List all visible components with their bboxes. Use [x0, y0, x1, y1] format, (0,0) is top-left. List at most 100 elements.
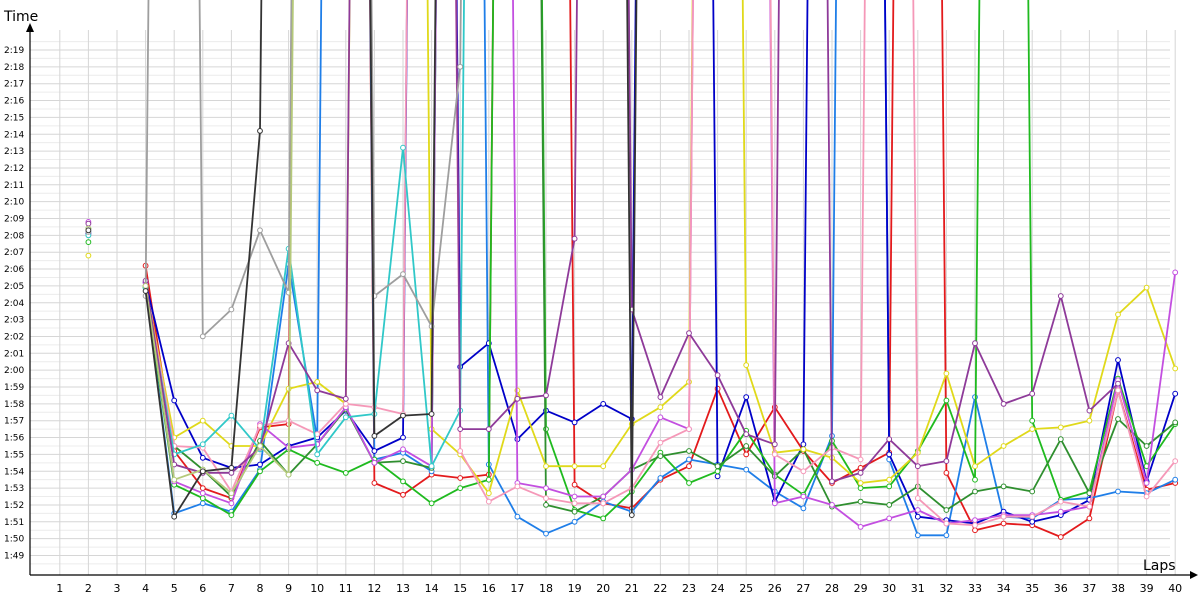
x-tick-label: 19: [568, 582, 582, 595]
data-point: [914, 532, 921, 539]
x-tick-label: 31: [911, 582, 925, 595]
data-point: [485, 476, 492, 483]
y-tick-label: 1:50: [4, 535, 24, 545]
data-point: [657, 453, 664, 460]
data-point: [228, 306, 235, 313]
data-point: [257, 128, 263, 134]
x-tick-label: 33: [968, 582, 982, 595]
data-point: [743, 362, 750, 369]
x-tick-label: 16: [482, 582, 496, 595]
data-point: [686, 330, 692, 337]
data-point: [657, 475, 664, 481]
data-point: [1086, 515, 1093, 522]
data-point: [571, 419, 578, 426]
data-point: [314, 387, 321, 394]
data-point: [1086, 490, 1093, 497]
data-point: [199, 454, 206, 461]
data-point: [571, 500, 578, 507]
series-12: [85, 0, 638, 520]
data-point: [85, 220, 92, 227]
data-point: [657, 404, 664, 411]
data-point: [199, 417, 206, 424]
data-point: [1172, 390, 1179, 397]
y-tick-label: 1:52: [4, 501, 24, 511]
data-point: [857, 524, 864, 530]
x-tick-label: 20: [596, 582, 610, 595]
x-tick-label: 25: [739, 582, 753, 595]
data-point: [571, 235, 578, 242]
data-point: [1143, 284, 1150, 291]
y-tick-label: 2:10: [4, 198, 24, 208]
data-point: [1115, 357, 1121, 363]
x-tick-label: 1: [56, 582, 63, 595]
data-point: [543, 495, 549, 502]
y-tick-label: 2:08: [4, 231, 24, 241]
x-tick-label: 29: [854, 582, 868, 595]
series-5: [85, 0, 1179, 497]
data-point: [257, 443, 263, 449]
data-point: [171, 397, 178, 404]
data-point: [514, 395, 521, 402]
data-point: [857, 480, 864, 486]
series-10: [85, 0, 464, 340]
x-tick-label: 23: [682, 582, 696, 595]
y-tick-label: 1:59: [4, 383, 24, 393]
data-point: [1057, 498, 1064, 505]
data-point: [1057, 508, 1064, 515]
data-point: [571, 463, 578, 470]
data-point: [571, 493, 578, 500]
data-point: [771, 441, 778, 448]
x-tick-label: 4: [142, 582, 149, 595]
data-point: [228, 465, 235, 471]
data-point: [1115, 488, 1121, 495]
data-point: [943, 397, 950, 404]
data-point: [85, 239, 92, 246]
data-point: [743, 431, 750, 438]
x-tick-label: 35: [1025, 582, 1039, 595]
data-point: [342, 395, 349, 402]
data-point: [1057, 293, 1064, 299]
data-point: [428, 500, 435, 507]
data-point: [657, 439, 664, 446]
data-point: [199, 495, 206, 502]
x-tick-label: 32: [939, 582, 953, 595]
y-tick-label: 2:01: [4, 349, 24, 359]
data-point: [600, 515, 607, 522]
data-point: [1086, 503, 1093, 510]
data-point: [686, 463, 692, 470]
data-point: [485, 426, 492, 433]
data-point: [972, 527, 978, 534]
data-point: [943, 507, 950, 513]
data-point: [514, 483, 521, 490]
data-point: [371, 480, 378, 486]
data-point: [657, 394, 664, 401]
data-point: [400, 144, 406, 151]
data-point: [457, 475, 464, 481]
data-point: [543, 463, 549, 470]
data-point: [914, 463, 921, 470]
y-tick-label: 1:53: [4, 484, 24, 494]
data-point: [972, 522, 978, 529]
data-point: [972, 476, 978, 483]
data-point: [457, 63, 464, 70]
data-point: [857, 456, 864, 463]
data-point: [600, 463, 607, 470]
data-point: [1172, 365, 1179, 372]
data-point: [171, 476, 178, 483]
data-point: [800, 493, 807, 500]
x-tick-label: 30: [882, 582, 896, 595]
data-point: [743, 394, 750, 401]
data-point: [257, 468, 263, 475]
data-point: [600, 500, 607, 507]
x-tick-label: 24: [711, 582, 725, 595]
data-point: [400, 412, 406, 419]
series-line: [144, 0, 462, 338]
x-tick-label: 34: [997, 582, 1011, 595]
data-point: [342, 470, 349, 476]
x-tick-label: 18: [539, 582, 553, 595]
data-point: [228, 470, 235, 476]
y-tick-label: 2:02: [4, 332, 24, 342]
data-point: [228, 500, 235, 507]
x-tick-label: 36: [1054, 582, 1068, 595]
